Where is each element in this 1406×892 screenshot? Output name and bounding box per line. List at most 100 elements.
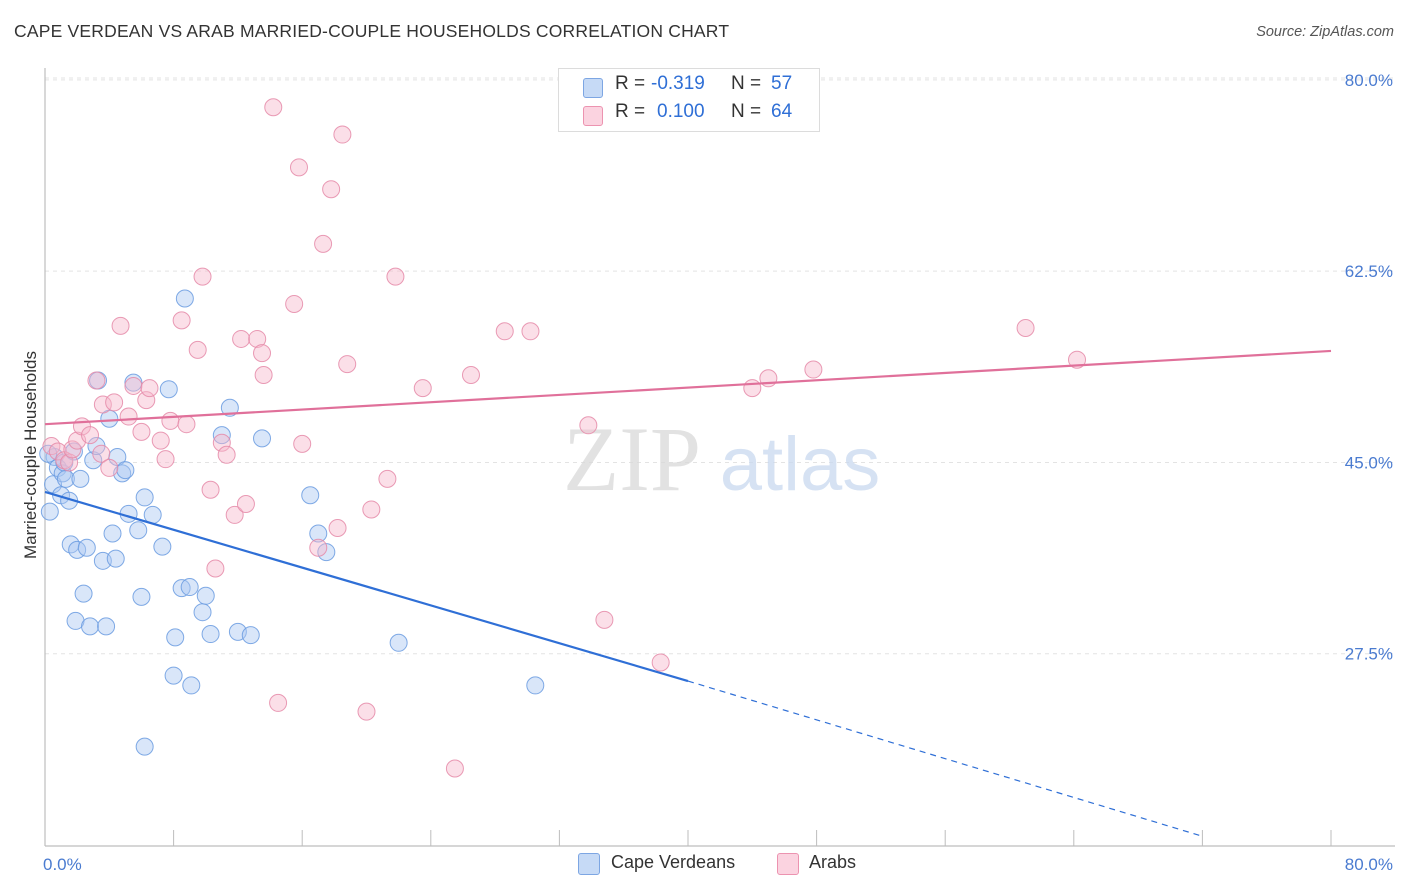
point-cape-verdean <box>116 461 135 480</box>
point-arab <box>413 379 432 398</box>
point-arab <box>63 440 82 459</box>
point-cape-verdean <box>135 737 154 756</box>
point-cape-verdean <box>526 676 545 695</box>
bottom-legend-label-arabs: Arabs <box>809 852 857 872</box>
point-cape-verdean <box>220 398 239 417</box>
point-arab <box>87 371 106 390</box>
y-axis-title: Married-couple Households <box>21 351 40 559</box>
point-cape-verdean <box>103 524 122 543</box>
point-arab <box>743 379 762 398</box>
point-cape-verdean <box>253 429 272 448</box>
point-cape-verdean <box>201 625 220 644</box>
series-cape-verdeans <box>39 289 545 756</box>
watermark-zip: ZIP <box>563 408 701 510</box>
point-arab <box>172 311 191 330</box>
point-arab <box>285 294 304 313</box>
point-arab <box>236 494 255 513</box>
point-arab <box>217 445 236 464</box>
point-cape-verdean <box>317 543 336 562</box>
point-arab <box>333 125 352 144</box>
point-arab <box>314 234 333 253</box>
trend-line-cape-verdeans-extension <box>687 680 1203 837</box>
bottom-legend-swatch-cape-verdeans <box>578 853 600 875</box>
point-arab <box>264 98 283 117</box>
y-tick-label: 62.5% <box>1345 262 1393 281</box>
point-arab <box>378 469 397 488</box>
point-arab <box>92 444 111 463</box>
point-arab <box>156 450 175 469</box>
point-arab <box>322 180 341 199</box>
point-cape-verdean <box>309 524 328 543</box>
point-arab <box>137 391 156 410</box>
legend-swatch-cape-verdeans <box>583 78 603 98</box>
point-arab <box>269 693 288 712</box>
point-arab <box>188 340 207 359</box>
trend-lines <box>44 349 1332 837</box>
legend-n-value: 57 <box>771 73 793 94</box>
trend-line-arabs <box>44 349 1332 426</box>
legend-r-value: -0.319 <box>651 73 705 94</box>
point-arab <box>579 416 598 435</box>
point-arab <box>309 538 328 557</box>
legend-r-label: R = <box>615 73 646 94</box>
point-arab <box>119 407 138 426</box>
point-cape-verdean <box>159 380 178 399</box>
legend-r-value: 0.100 <box>657 101 705 122</box>
series-arabs <box>42 98 1087 778</box>
point-cape-verdean <box>135 488 154 507</box>
point-cape-verdean <box>97 617 116 636</box>
point-cape-verdean <box>212 426 231 445</box>
point-arab <box>81 426 100 445</box>
point-cape-verdean <box>175 289 194 308</box>
stats-legend: R = -0.319 N = 57 R = 0.100 N = 64 <box>558 68 820 132</box>
gridlines <box>45 77 1395 655</box>
axes <box>44 68 1395 847</box>
point-cape-verdean <box>71 469 90 488</box>
point-arab <box>289 158 308 177</box>
point-arab <box>105 393 124 412</box>
point-arab <box>151 431 170 450</box>
point-cape-verdean <box>40 502 59 521</box>
point-arab <box>804 360 823 379</box>
point-cape-verdean <box>106 549 125 568</box>
point-cape-verdean <box>77 538 96 557</box>
point-arab <box>232 329 251 348</box>
point-arab <box>293 434 312 453</box>
point-cape-verdean <box>153 537 172 556</box>
x-tick-label: 80.0% <box>1345 855 1393 874</box>
point-cape-verdean <box>166 628 185 647</box>
point-cape-verdean <box>164 666 183 685</box>
point-cape-verdean <box>196 586 215 605</box>
point-arab <box>254 366 273 385</box>
point-cape-verdean <box>182 676 201 695</box>
point-arab <box>201 480 220 499</box>
y-tick-label: 80.0% <box>1345 71 1393 90</box>
legend-n-label: N = <box>731 73 762 94</box>
point-cape-verdean <box>74 584 93 603</box>
point-cape-verdean <box>132 587 151 606</box>
point-cape-verdean <box>180 578 199 597</box>
legend-n-label: N = <box>731 101 762 122</box>
bottom-legend-swatch-arabs <box>777 853 799 875</box>
point-arab <box>132 422 151 441</box>
source-label: Source: ZipAtlas.com <box>1256 24 1394 40</box>
point-arab <box>386 267 405 286</box>
point-arab <box>651 653 670 672</box>
point-arab <box>461 366 480 385</box>
point-arab <box>206 559 225 578</box>
x-tick-label: 0.0% <box>43 855 82 874</box>
point-arab <box>124 376 143 395</box>
point-arab <box>338 355 357 374</box>
point-arab <box>93 395 112 414</box>
point-arab <box>140 379 159 398</box>
point-arab <box>225 505 244 524</box>
point-arab <box>445 759 464 778</box>
bottom-legend-label-cape-verdeans: Cape Verdeans <box>611 852 736 872</box>
legend-n-value: 64 <box>771 101 793 122</box>
point-arab <box>100 458 119 477</box>
point-arab <box>521 322 540 341</box>
point-arab <box>595 610 614 629</box>
point-arab <box>248 329 267 348</box>
point-arab <box>161 411 180 430</box>
point-arab <box>1068 350 1087 369</box>
